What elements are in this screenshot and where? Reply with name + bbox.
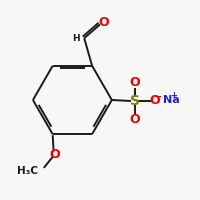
Text: −: − [154,92,162,102]
Text: O: O [129,76,140,89]
Text: S: S [130,94,140,108]
Text: H₃C: H₃C [17,166,38,176]
Text: +: + [170,91,177,100]
Text: H: H [72,34,79,43]
Text: Na: Na [163,95,180,105]
Text: O: O [49,148,60,161]
Text: O: O [98,16,109,29]
Text: O: O [129,113,140,126]
Text: O: O [149,94,160,107]
